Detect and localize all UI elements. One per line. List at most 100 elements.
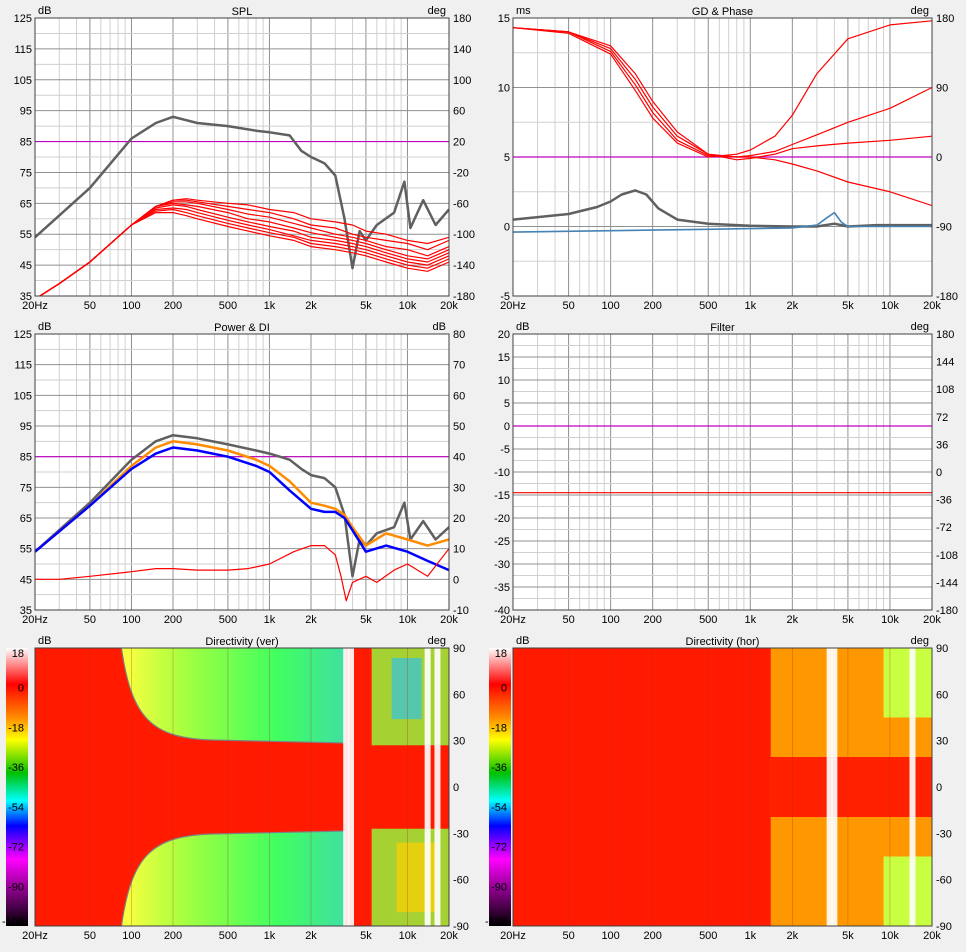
y-tick-label: -15: [494, 490, 510, 502]
x-tick-label: 20k: [440, 300, 458, 312]
directivity-hor-chart[interactable]: Directivity (hor) dB deg 18 0 -18 -36 -54 -72 -90…: [483, 632, 966, 947]
y2-tick-label: -36: [936, 495, 952, 507]
filter-panel: Filter dB deg 20 15 10 5 0 -5 -10 -15 -20 -25 -30 -35-…: [483, 316, 966, 632]
grid: [34, 333, 450, 611]
x-tick-label: 50: [84, 614, 96, 626]
series-line-0: [35, 115, 449, 270]
y2-tick-label: 60: [453, 390, 465, 402]
y2-tick-label: 20: [453, 137, 465, 149]
y2-tick-label: 90: [936, 83, 948, 95]
y-tick-label: 115: [14, 360, 32, 372]
x-tick-label: 10k: [881, 930, 899, 942]
y2-tick-label: 10: [453, 544, 465, 556]
chart-title: Filter: [710, 322, 735, 334]
x-tick-label: 20k: [923, 300, 941, 312]
on-axis-band: [770, 757, 932, 817]
x-tick-label: 5k: [842, 614, 854, 626]
x-tick-label: 20Hz: [22, 614, 48, 626]
y2-tick-label: -90: [936, 222, 952, 234]
y2-tick-label: 60: [453, 106, 465, 118]
power-di-chart[interactable]: Power & DI dB dB 125 115 105 95 85 75 65 55 45 35 80 7…: [0, 316, 483, 632]
directivity-ver-panel: Directivity (ver) dB deg 18 0 -18 -36 -54 -72 -90…: [0, 632, 483, 947]
y-tick-label: 20: [498, 329, 510, 341]
y2-tick-label: 80: [453, 329, 465, 341]
scale-tick-label: -18: [8, 722, 24, 734]
y-tick-label: -20: [494, 513, 510, 525]
y-tick-label: -10: [494, 467, 510, 479]
scale-tick-label: -36: [8, 762, 24, 774]
y-axis-unit: dB: [38, 635, 51, 647]
spl-chart[interactable]: SPL dB deg 125 115 105 95 85 75 65 55 45 35 180 140 100…: [0, 0, 483, 316]
scale-tick-label: -72: [8, 842, 24, 854]
y-tick-label: 125: [14, 329, 32, 341]
y-tick-label: -30: [494, 559, 510, 571]
scale-tick-label: 0: [18, 683, 24, 695]
y2-tick-label: 70: [453, 360, 465, 372]
y2-tick-label: -72: [936, 522, 952, 534]
x-tick-label: 200: [643, 614, 661, 626]
power-di-panel: Power & DI dB dB 125 115 105 95 85 75 65 55 45 35 80 7…: [0, 316, 483, 632]
plot-border: [34, 17, 450, 297]
y-tick-label: 0: [504, 421, 510, 433]
x-tick-label: 10k: [881, 300, 899, 312]
y2-tick-label: -100: [453, 229, 475, 241]
null-band: [424, 648, 431, 926]
spl-panel: SPL dB deg 125 115 105 95 85 75 65 55 45 35 180 140 100…: [0, 0, 483, 316]
x-tick-label: 20Hz: [22, 930, 48, 942]
y2-tick-label: 50: [453, 421, 465, 433]
y2-tick-label: 30: [453, 482, 465, 494]
y2-tick-label: 180: [936, 13, 954, 25]
null-band: [826, 648, 833, 926]
y2-tick-label: 108: [936, 384, 954, 396]
y2-tick-label: 0: [453, 782, 459, 794]
y2-tick-label: 36: [936, 439, 948, 451]
directivity-ver-chart[interactable]: Directivity (ver) dB deg 18 0 -18 -36 -54 -72 -90…: [0, 632, 483, 947]
x-tick-label: 50: [562, 300, 574, 312]
x-tick-label: 100: [122, 930, 140, 942]
y-axis-unit: dB: [38, 5, 51, 17]
y2-tick-label: 90: [453, 643, 465, 655]
null-band: [343, 648, 350, 926]
x-tick-label: 200: [643, 300, 661, 312]
x-tick-label: 10k: [399, 930, 417, 942]
chart-title: SPL: [232, 6, 253, 18]
null-band: [348, 648, 355, 926]
y-tick-label: 105: [14, 390, 32, 402]
x-tick-label: 2k: [305, 930, 317, 942]
color-scale-bar: [6, 648, 28, 926]
y-tick-label: 45: [20, 260, 32, 272]
x-tick-label: 500: [219, 614, 237, 626]
null-band: [831, 648, 838, 926]
y-axis-unit: dB: [38, 321, 51, 333]
plot-border: [34, 647, 450, 927]
series-line-2: [35, 446, 449, 572]
scale-tick-label: 0: [501, 683, 507, 695]
x-tick-label: 1k: [264, 614, 276, 626]
y-tick-label: 125: [14, 13, 32, 25]
x-tick-label: 500: [699, 300, 717, 312]
y-tick-label: 10: [498, 83, 510, 95]
x-tick-label: 1k: [744, 300, 756, 312]
y-tick-label: 65: [20, 513, 32, 525]
x-tick-label: 1k: [744, 614, 756, 626]
y2-tick-label: -90: [936, 921, 952, 933]
x-tick-label: 50: [84, 300, 96, 312]
x-tick-label: 10k: [881, 614, 899, 626]
y-tick-label: 45: [20, 574, 32, 586]
y2-tick-label: -30: [936, 828, 952, 840]
y2-tick-label: 180: [453, 13, 471, 25]
y-tick-label: 5: [504, 152, 510, 164]
hf-region-bottom: [883, 856, 932, 926]
gd-phase-panel: GD & Phase ms deg 15 10 5 0 -5 180 90 0 -90 -180 20Hz…: [483, 0, 966, 316]
x-tick-label: 50: [562, 930, 574, 942]
y2-tick-label: -108: [936, 550, 958, 562]
chart-title: GD & Phase: [692, 6, 753, 18]
x-tick-label: 2k: [787, 300, 799, 312]
x-tick-label: 100: [122, 614, 140, 626]
x-tick-label: 2k: [305, 300, 317, 312]
y2-axis-unit: deg: [911, 321, 929, 333]
y2-tick-label: 60: [453, 689, 465, 701]
grid: [34, 17, 450, 297]
